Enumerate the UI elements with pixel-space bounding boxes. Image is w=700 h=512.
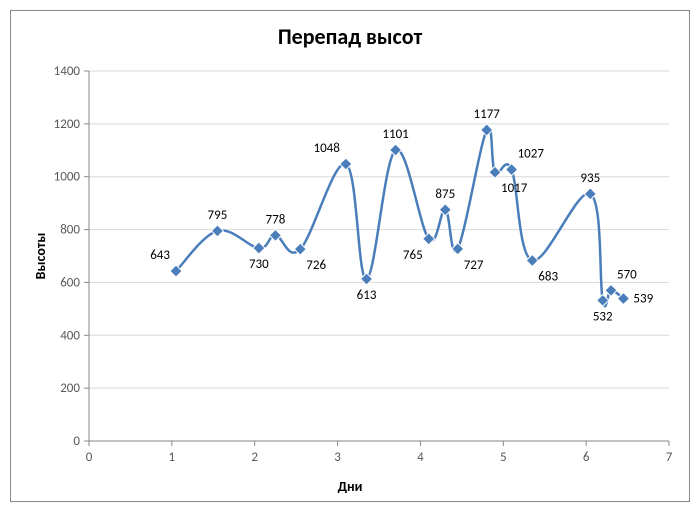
data-label: 778 — [266, 212, 286, 227]
data-label: 727 — [464, 258, 484, 273]
y-tick-label: 1000 — [54, 170, 81, 185]
x-tick-label: 0 — [86, 450, 93, 465]
x-tick-label: 6 — [583, 450, 590, 465]
data-marker — [253, 242, 265, 254]
data-marker — [452, 243, 464, 255]
x-tick-label: 7 — [666, 450, 673, 465]
y-tick-label: 800 — [60, 223, 80, 238]
data-marker — [211, 225, 223, 237]
y-tick-label: 1200 — [54, 117, 81, 132]
data-marker — [605, 284, 617, 296]
data-marker — [423, 233, 435, 245]
data-label: 765 — [403, 248, 423, 263]
data-label: 795 — [208, 208, 228, 223]
data-label: 683 — [538, 269, 558, 284]
data-label: 1101 — [382, 127, 408, 142]
chart-container: Перепад высот Высоты Дни 020040060080010… — [10, 10, 690, 502]
data-label: 1177 — [474, 107, 501, 122]
data-label: 730 — [249, 257, 269, 272]
data-label: 539 — [633, 292, 653, 307]
x-tick-label: 3 — [334, 450, 341, 465]
data-label: 935 — [580, 171, 600, 186]
data-label: 1017 — [501, 181, 528, 196]
y-tick-label: 0 — [73, 434, 80, 449]
x-tick-label: 4 — [417, 450, 424, 465]
x-tick-label: 2 — [251, 450, 258, 465]
data-label: 570 — [617, 267, 637, 282]
y-tick-label: 200 — [60, 381, 80, 396]
x-tick-label: 1 — [169, 450, 176, 465]
data-label: 1048 — [313, 141, 340, 156]
data-label: 875 — [435, 187, 455, 202]
data-label: 726 — [306, 258, 326, 273]
x-tick-label: 5 — [500, 450, 507, 465]
data-marker — [390, 144, 402, 156]
y-tick-label: 400 — [60, 328, 80, 343]
data-label: 532 — [593, 309, 613, 324]
data-label: 613 — [357, 288, 377, 303]
y-tick-label: 1400 — [54, 64, 81, 79]
chart-plot: 0 200 400 600 800 1000 1200 1400 0 1 2 3 4 5 6 7 643 795 7… — [11, 11, 689, 501]
data-label: 643 — [150, 248, 170, 263]
data-label: 1027 — [518, 147, 545, 162]
y-tick-label: 600 — [60, 275, 80, 290]
